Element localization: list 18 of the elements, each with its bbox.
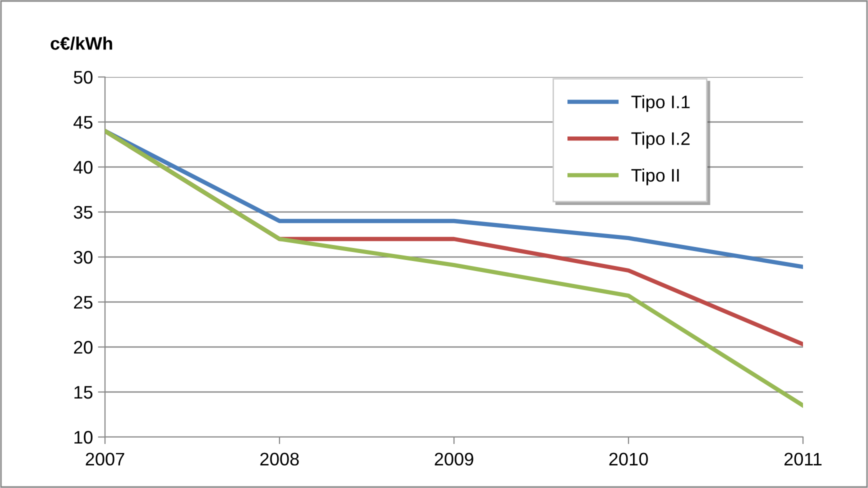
legend-label: Tipo I.1: [631, 95, 690, 112]
x-tick-label: 2009: [434, 452, 474, 466]
y-tick-label: 35: [74, 206, 92, 219]
y-axis-title: c€/kWh: [50, 36, 112, 50]
y-tick-label: 50: [74, 70, 92, 84]
x-tick-label: 2007: [86, 452, 124, 466]
x-tick-label: 2008: [260, 452, 299, 466]
x-tick-label: 2010: [609, 452, 648, 466]
y-tick-label: 45: [74, 116, 92, 129]
x-tick-label: 2011: [784, 452, 822, 466]
y-tick-label: 15: [74, 386, 92, 399]
y-tick-label: 40: [74, 160, 92, 174]
legend-label: Tipo II: [631, 168, 679, 186]
y-tick-label: 10: [74, 430, 92, 444]
y-tick-label: 30: [74, 250, 92, 264]
y-tick-label: 20: [74, 340, 92, 354]
legend-label: Tipo I.2: [631, 132, 690, 149]
y-tick-label: 25: [74, 296, 92, 309]
